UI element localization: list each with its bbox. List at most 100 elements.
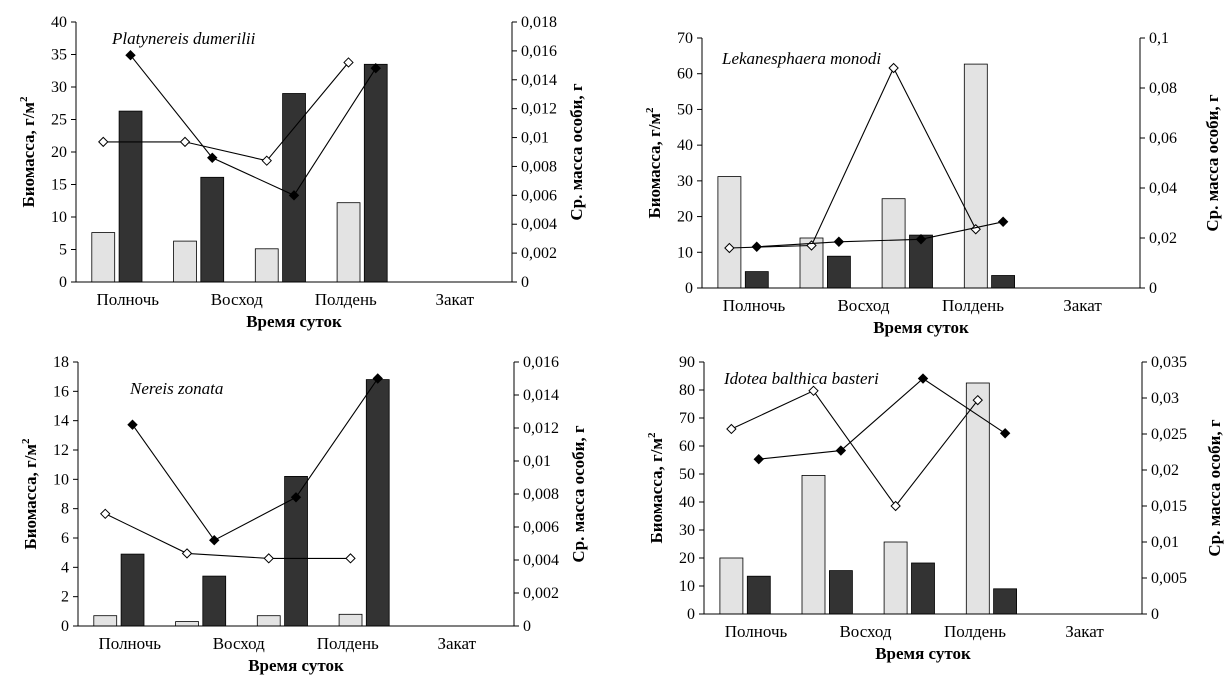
chart-title: Idotea balthica basteri [723,369,879,388]
series-line [130,54,377,196]
bar [717,176,742,289]
chart-panel-2: 0 10 20 30 40 50 60 70 0 0,02 0,04 0,06 0,08 0,1 Полно… [644,30,1222,337]
x-tick-label: Закат [435,290,474,309]
y-axis-title-text: Биомасса, г/м [19,102,38,208]
chart-panel-1: 0 5 10 15 20 25 30 35 40 0 0,002 0,004 0,006 0,008 0,0… [18,14,586,331]
bar [744,271,769,289]
y-tick-label: 20 [51,144,67,161]
bar [363,63,388,283]
y2-tick-label: 0,004 [521,216,557,233]
y2-axis-title: Ср. масса особи, г [569,425,588,563]
y-tick-label: 12 [53,442,69,459]
open-diamond-marker [179,136,191,148]
y2-tick-label: 0,008 [523,486,559,503]
series-line [731,390,979,507]
bar [338,613,363,627]
filled-diamond-marker [290,492,302,503]
x-tick-label: Восход [839,622,891,641]
y2-tick-label: 0,04 [1149,180,1177,197]
y2-tick-label: 0,06 [1149,130,1177,147]
y-tick-label: 16 [53,383,69,400]
open-diamond-marker [890,500,901,512]
filled-diamond-marker [209,534,220,546]
series-line [729,66,977,249]
y-tick-label: 50 [679,466,695,483]
y-axis-title: Биомасса, г/м2 [646,432,666,544]
y-tick-label: 20 [677,209,693,226]
filled-diamond-marker [207,152,218,163]
filled-diamond-marker [917,373,929,384]
y-tick-label: 4 [61,559,69,576]
x-tick-label: Восход [837,296,889,315]
filled-diamond-marker [999,428,1011,439]
y2-tick-label: 0,025 [1151,426,1187,443]
filled-diamond-marker [288,190,300,201]
open-diamond-marker [972,394,983,406]
y-tick-label: 40 [677,137,693,154]
y2-tick-label: 0,1 [1149,30,1169,47]
y-axis-title: Биомасса, г/м2 [644,107,664,219]
y-tick-label: 70 [679,410,695,427]
bar [911,562,935,615]
filled-diamond-marker [835,445,847,456]
x-tick-label: Полдень [315,290,377,309]
filled-diamond-marker [997,216,1009,227]
bar [336,202,361,283]
bar [120,553,145,627]
y-tick-label: 0 [685,280,693,297]
bar [827,255,851,289]
y2-tick-label: 0,004 [523,552,559,569]
y2-tick-label: 0,012 [521,101,557,118]
open-diamond-marker [100,508,111,520]
bar [719,557,744,615]
series-line [756,221,1004,248]
x-tick-label: Полдень [317,634,379,653]
y-tick-label: 60 [677,66,693,83]
bar [991,275,1015,289]
y2-axis-title: Ср. масса особи, г [567,83,586,221]
bar [254,248,279,283]
bar [202,575,227,627]
y2-tick-label: 0,02 [1151,462,1179,479]
series-line [105,513,351,559]
filled-diamond-marker [372,373,383,384]
x-axis-title: Время суток [873,318,969,337]
y2-tick-label: 0 [1151,606,1159,623]
y-axis-title: Биомасса, г/м2 [20,438,40,550]
y-tick-label: 25 [51,112,67,129]
series-line [132,378,379,541]
y-tick-label: 2 [61,589,69,606]
y-tick-label: 40 [51,14,67,31]
x-tick-label: Восход [213,634,265,653]
chart-title: Nereis zonata [129,379,223,398]
bar [963,63,988,289]
y-tick-label: 30 [677,173,693,190]
y-axis-title-superscript: 2 [18,96,30,102]
bar [883,541,908,615]
y-tick-label: 8 [61,501,69,518]
y2-tick-label: 0,002 [521,245,557,262]
y2-tick-label: 0,03 [1151,390,1179,407]
y-tick-label: 15 [51,177,67,194]
open-diamond-marker [724,242,735,254]
bar [256,615,281,627]
bar [365,379,390,627]
y2-axis-title: Ср. масса особи, г [1203,94,1222,232]
y-tick-label: 80 [679,382,695,399]
open-diamond-marker [808,385,819,397]
y-tick-label: 0 [61,618,69,635]
y2-tick-label: 0,008 [521,158,557,175]
y-tick-label: 10 [53,471,69,488]
open-diamond-marker [343,57,354,68]
open-diamond-marker [181,548,193,559]
bar [91,232,116,283]
y-axis-title-text: Биомасса, г/м [647,438,666,544]
y2-axis-title: Ср. масса особи, г [1205,419,1224,557]
y-axis-title-text: Биомасса, г/м [645,113,664,219]
y2-tick-label: 0,016 [521,43,557,60]
x-tick-label: Полночь [97,290,160,309]
y-axis-title-superscript: 2 [646,432,658,438]
filled-diamond-marker [127,419,138,430]
y2-tick-label: 0,015 [1151,498,1187,515]
